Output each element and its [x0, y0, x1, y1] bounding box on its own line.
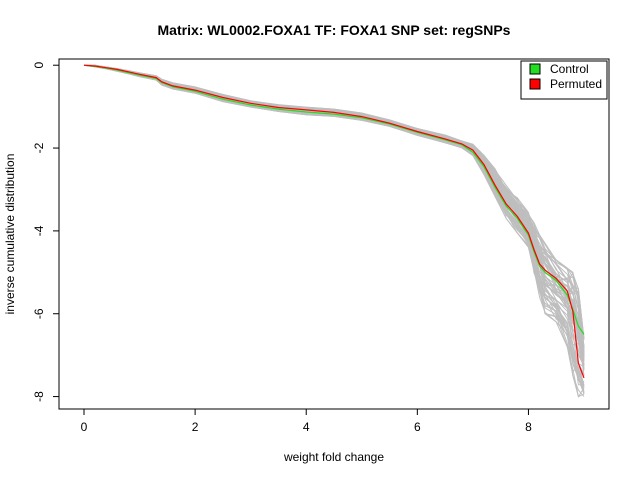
legend-label-control: Control	[550, 62, 589, 76]
series-lines	[83, 64, 585, 379]
y-tick-label: -2	[32, 142, 46, 153]
series-line-permuted	[83, 64, 585, 379]
y-tick-label: -4	[32, 225, 46, 236]
permutation-line	[83, 64, 585, 339]
series-line-control	[83, 64, 585, 335]
x-tick-label: 4	[303, 420, 310, 434]
legend-swatch-control	[529, 63, 541, 75]
y-tick-label: -8	[32, 391, 46, 402]
legend-swatch-permuted	[529, 78, 541, 90]
y-tick-label: 0	[32, 62, 46, 69]
x-tick-label: 8	[525, 420, 532, 434]
x-axis: 0 2 4 6 8	[81, 408, 532, 434]
chart-title: Matrix: WL0002.FOXA1 TF: FOXA1 SNP set: …	[158, 22, 511, 38]
legend-label-permuted: Permuted	[550, 77, 602, 91]
x-tick-label: 0	[81, 420, 88, 434]
x-axis-label: weight fold change	[283, 450, 384, 464]
y-tick-label: -6	[32, 308, 46, 319]
x-tick-label: 2	[192, 420, 199, 434]
y-axis: 0 -2 -4 -6 -8	[32, 62, 59, 402]
permutation-line	[83, 64, 585, 358]
y-axis-label: inverse cumulative distribution	[3, 154, 17, 315]
x-tick-label: 6	[414, 420, 421, 434]
